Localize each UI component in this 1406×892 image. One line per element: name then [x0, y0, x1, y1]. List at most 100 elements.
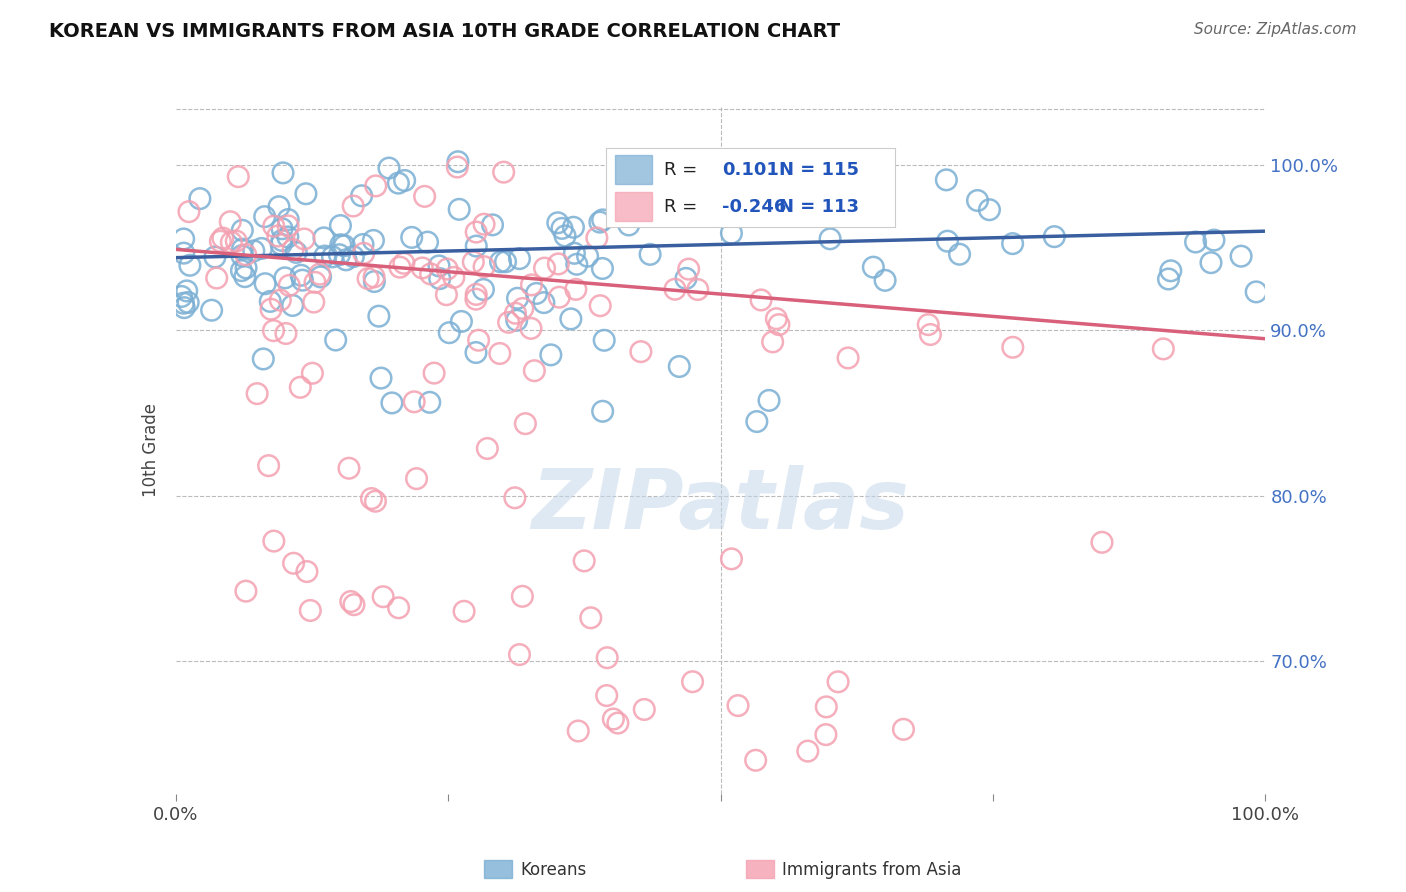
Point	[357, 271, 380, 285]
Point	[554, 228, 576, 243]
Point	[219, 215, 242, 229]
Point	[231, 249, 253, 263]
Point	[329, 219, 352, 233]
Point	[301, 366, 323, 380]
Text: N = 113: N = 113	[779, 198, 859, 216]
Point	[481, 218, 503, 232]
Point	[170, 289, 193, 303]
Point	[720, 552, 742, 566]
Point	[243, 244, 266, 258]
Point	[381, 396, 404, 410]
Point	[547, 216, 569, 230]
Point	[267, 200, 290, 214]
Point	[758, 393, 780, 408]
Point	[520, 277, 543, 292]
Point	[593, 333, 616, 347]
Point	[209, 234, 232, 248]
Point	[427, 259, 450, 273]
Point	[492, 165, 515, 179]
Point	[596, 650, 619, 665]
Point	[176, 284, 198, 298]
Point	[576, 249, 599, 263]
Point	[419, 395, 441, 409]
Point	[277, 212, 299, 227]
Text: Immigrants from Asia: Immigrants from Asia	[782, 861, 962, 879]
Point	[260, 302, 283, 317]
Point	[290, 268, 312, 283]
Point	[512, 590, 534, 604]
Point	[233, 269, 256, 284]
Point	[1091, 535, 1114, 549]
Point	[745, 415, 768, 429]
Point	[325, 333, 347, 347]
Point	[591, 261, 613, 276]
Point	[363, 234, 385, 248]
Point	[488, 346, 510, 360]
Point	[413, 189, 436, 203]
Point	[364, 178, 387, 193]
Point	[333, 238, 356, 252]
Point	[572, 554, 595, 568]
Point	[463, 255, 485, 269]
Point	[370, 371, 392, 385]
Point	[254, 277, 277, 291]
Point	[436, 287, 458, 301]
Point	[302, 295, 325, 310]
Point	[936, 234, 959, 248]
Point	[920, 327, 942, 342]
Point	[797, 744, 820, 758]
Point	[592, 213, 614, 227]
Point	[387, 176, 409, 190]
Point	[235, 584, 257, 599]
Point	[472, 217, 495, 231]
Point	[446, 160, 468, 174]
Point	[339, 594, 361, 608]
Point	[283, 556, 305, 570]
Point	[419, 267, 441, 281]
Point	[606, 716, 628, 731]
Point	[875, 273, 897, 287]
Point	[201, 303, 224, 318]
Point	[862, 260, 884, 275]
Point	[252, 351, 274, 366]
Point	[394, 173, 416, 187]
Point	[271, 166, 294, 180]
Point	[270, 237, 292, 252]
Point	[177, 295, 200, 310]
Point	[520, 321, 543, 335]
Point	[472, 260, 495, 274]
Point	[450, 314, 472, 328]
Point	[749, 293, 772, 307]
Point	[506, 291, 529, 305]
Point	[404, 394, 426, 409]
Point	[1184, 235, 1206, 249]
Point	[465, 292, 488, 306]
Point	[1244, 285, 1267, 299]
Point	[638, 247, 661, 261]
Point	[343, 598, 366, 612]
Point	[259, 294, 281, 309]
Point	[350, 188, 373, 202]
Point	[271, 234, 294, 248]
Point	[762, 334, 785, 349]
Point	[447, 154, 470, 169]
Point	[675, 271, 697, 285]
Point	[818, 232, 841, 246]
Point	[335, 252, 357, 267]
Point	[204, 250, 226, 264]
Point	[429, 271, 451, 285]
Text: Koreans: Koreans	[520, 861, 586, 879]
Point	[562, 220, 585, 235]
Point	[506, 313, 529, 327]
Point	[523, 364, 546, 378]
Point	[281, 243, 304, 257]
Point	[436, 262, 458, 277]
Text: -0.246: -0.246	[721, 198, 786, 216]
Point	[443, 270, 465, 285]
Point	[328, 248, 350, 262]
Point	[1230, 249, 1253, 263]
Point	[540, 348, 562, 362]
Point	[449, 202, 471, 217]
Point	[815, 699, 838, 714]
Point	[246, 386, 269, 401]
